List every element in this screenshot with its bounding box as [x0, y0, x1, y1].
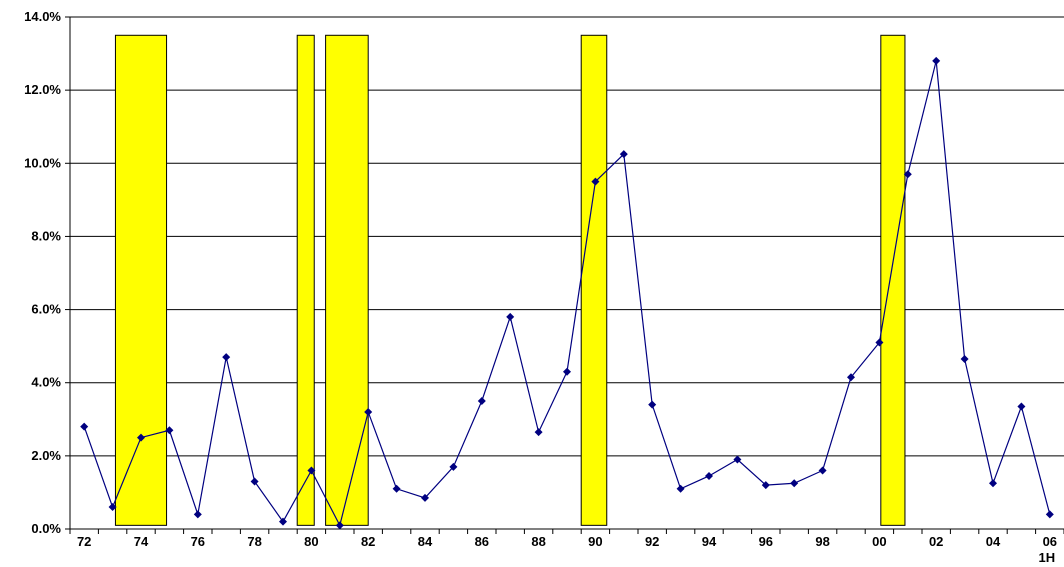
- data-point: [903, 170, 912, 179]
- y-tick-label: 10.0%: [24, 155, 61, 170]
- y-tick-label: 0.0%: [31, 521, 61, 536]
- shaded-periods: [114, 34, 906, 526]
- data-point: [108, 503, 117, 512]
- x-tick-label: 86: [475, 534, 489, 549]
- data-point: [222, 353, 231, 362]
- data-point: [477, 397, 486, 405]
- shaded-period: [114, 34, 168, 526]
- data-point: [506, 312, 515, 321]
- x-tick-label: 90: [588, 534, 602, 549]
- x-tick-label: 72: [77, 534, 91, 549]
- data-point: [790, 479, 799, 488]
- y-tick-label: 14.0%: [24, 9, 61, 24]
- x-tick-label: 02: [929, 534, 943, 549]
- y-tick-label: 4.0%: [31, 375, 61, 390]
- shaded-period: [880, 34, 906, 526]
- x-tick-label: 88: [531, 534, 545, 549]
- data-point: [80, 422, 89, 431]
- data-point: [733, 455, 742, 464]
- data-point: [193, 510, 202, 519]
- x-tick-label: 96: [759, 534, 773, 549]
- data-point: [591, 177, 600, 186]
- data-point: [960, 354, 969, 363]
- x-tick-label: 00: [872, 534, 886, 549]
- data-point: [335, 521, 344, 530]
- data-point: [250, 477, 259, 486]
- shaded-period: [296, 34, 315, 526]
- data-point: [534, 428, 543, 437]
- x-tick-label: 80: [304, 534, 318, 549]
- data-point: [761, 481, 770, 490]
- data-point: [676, 484, 685, 493]
- tick-labels: 0.0% 2.0% 4.0% 6.0% 8.0% 10.0% 12.0% 14.0% 72 74 7…: [24, 9, 1057, 565]
- data-point: [449, 462, 458, 471]
- data-point: [392, 484, 401, 493]
- data-point: [847, 373, 855, 382]
- x-tick-label: 92: [645, 534, 659, 549]
- x-tick-label: 74: [134, 534, 149, 549]
- x-tick-label: 76: [191, 534, 205, 549]
- x-tick-label: 94: [702, 534, 717, 549]
- data-point: [165, 426, 174, 435]
- axes: [65, 16, 1064, 534]
- y-tick-label: 6.0%: [31, 302, 61, 317]
- data-point: [1045, 510, 1054, 519]
- data-point: [705, 471, 713, 480]
- data-point: [563, 367, 571, 376]
- data-point: [648, 400, 657, 409]
- x-tick-label: 84: [418, 534, 433, 549]
- shaded-period: [325, 34, 369, 526]
- data-point: [818, 466, 827, 475]
- x-tick-label: 06: [1043, 534, 1057, 549]
- y-tick-label: 12.0%: [24, 82, 61, 97]
- x-tick-label: 04: [986, 534, 1001, 549]
- y-tick-label: 8.0%: [31, 228, 61, 243]
- data-series: [80, 56, 1054, 530]
- data-point: [364, 407, 373, 416]
- data-point: [421, 493, 429, 502]
- data-point: [875, 338, 884, 347]
- shaded-period: [580, 34, 608, 526]
- data-point: [619, 150, 628, 159]
- x-tick-sublabel: 1H: [1038, 550, 1055, 565]
- data-point: [279, 517, 287, 526]
- y-tick-label: 2.0%: [31, 448, 61, 463]
- data-point: [137, 433, 145, 442]
- data-point: [1017, 402, 1026, 411]
- gridlines: [70, 16, 1064, 457]
- data-point: [989, 479, 997, 488]
- x-tick-label: 98: [815, 534, 829, 549]
- x-tick-label: 82: [361, 534, 375, 549]
- x-tick-label: 78: [247, 534, 261, 549]
- data-point: [307, 466, 316, 475]
- data-point: [932, 56, 941, 65]
